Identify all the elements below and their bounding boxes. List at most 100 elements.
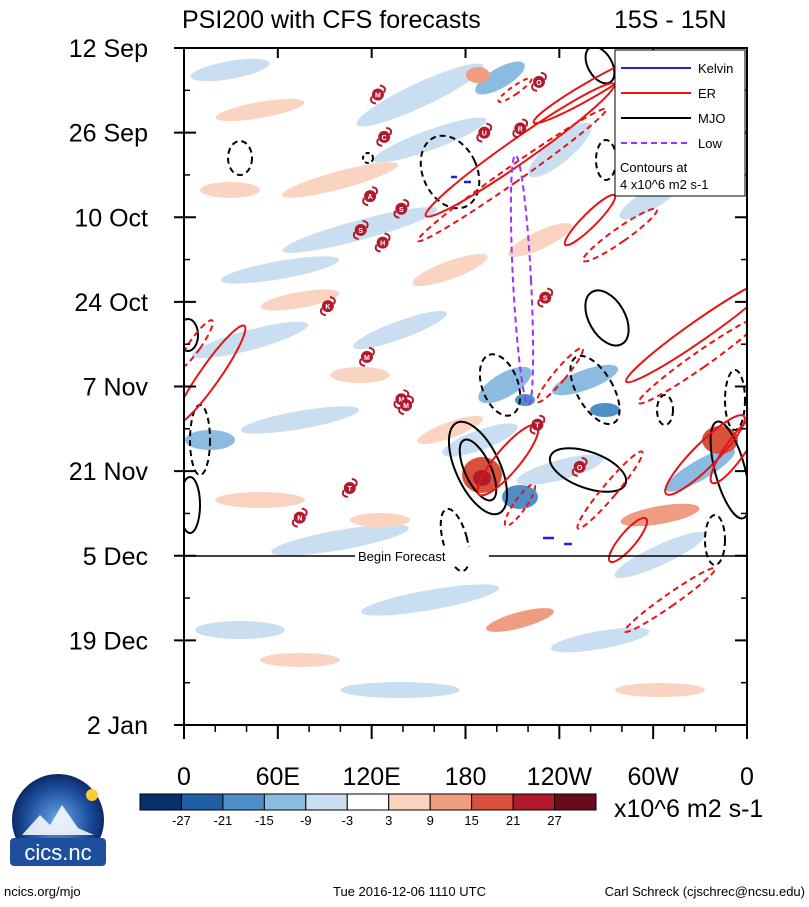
colorbar-level-label: -21 (214, 813, 233, 828)
contour (184, 324, 247, 426)
storm-letter: T (348, 486, 353, 493)
colorbar-swatch (305, 793, 348, 811)
footer-url: ncics.org/mjo (4, 884, 81, 899)
legend-label-er: ER (698, 86, 716, 101)
contour (664, 414, 746, 496)
blob (215, 492, 305, 508)
storm-arm (537, 299, 544, 308)
contour (184, 319, 214, 371)
storm-letter: K (325, 304, 330, 311)
storm-letter: S (358, 228, 363, 235)
colorbar-level-label: 27 (547, 813, 561, 828)
storm-icon (371, 88, 384, 101)
contour (419, 134, 481, 210)
storm-letter: H (380, 241, 385, 248)
storm-arm (371, 186, 378, 195)
storm-marker: U (476, 122, 493, 143)
contour (184, 318, 199, 352)
blob (215, 98, 305, 122)
storm-letter: N (297, 516, 302, 523)
storm-marker: A (362, 186, 378, 207)
storm-letter: R (518, 126, 523, 133)
colorbar-swatch (554, 793, 597, 811)
blob (260, 653, 340, 667)
storm-arm (581, 456, 588, 466)
colorbar-swatch (512, 793, 556, 811)
storm-marker: T (529, 414, 546, 435)
contour (416, 107, 608, 243)
blob (361, 584, 499, 616)
storm-letter: U (482, 131, 487, 138)
blob (590, 403, 620, 417)
logo-banner (10, 838, 106, 866)
storm-arm (291, 519, 298, 528)
y-tick-label: 21 Nov (69, 458, 149, 486)
storm-letter: O (577, 465, 583, 472)
blob (373, 117, 487, 163)
storm-letter: M (364, 355, 370, 362)
kelvin-contours (451, 175, 572, 546)
blob (615, 683, 705, 697)
storm-letter: M (375, 93, 381, 100)
blob (466, 67, 490, 83)
blob (191, 321, 309, 359)
colorbar-swatch (263, 793, 307, 811)
storm-arm (571, 468, 578, 477)
storm-arm (393, 210, 400, 219)
colorbar-swatch (222, 793, 265, 811)
legend-box (614, 49, 746, 197)
storm-icon (395, 202, 408, 215)
storm-marker: S (352, 219, 369, 240)
x-tick-label: 0 (177, 763, 191, 791)
storm-arm (320, 307, 327, 317)
y-tick-label: 10 Oct (74, 204, 148, 232)
contour (581, 207, 659, 263)
blob (442, 423, 518, 457)
colorbar-units: x10^6 m2 s-1 (614, 795, 763, 823)
storm-marker: H (374, 232, 391, 253)
storm-arm (486, 122, 493, 132)
storm-icon (573, 460, 586, 473)
storm-arm (540, 71, 547, 81)
chart-title: PSI200 with CFS forecasts (182, 6, 481, 34)
storm-arm (351, 478, 358, 487)
y-tick-label: 5 Dec (83, 543, 148, 571)
contour (362, 152, 374, 164)
storm-marker: C (376, 126, 393, 147)
blob (352, 310, 448, 350)
storm-icon (293, 511, 306, 524)
storm-arm (341, 489, 348, 499)
colorbar-level-label: -27 (172, 813, 191, 828)
contour (709, 420, 747, 520)
storm-letter: O (536, 80, 542, 87)
blob (281, 162, 399, 198)
storm-arm (376, 138, 383, 147)
x-axis: 0 60E 120E 180 120W 60W 0 (177, 48, 754, 791)
storm-arm (368, 346, 375, 356)
logo-mountains-icon (22, 805, 94, 835)
blob (195, 621, 285, 639)
storm-icon (376, 236, 389, 249)
blob (486, 608, 554, 632)
blob (220, 256, 340, 284)
y-tick-label: 12 Sep (69, 35, 148, 63)
storm-marker: O (571, 456, 588, 477)
forecast-label-bg (355, 547, 489, 564)
contour (724, 369, 746, 431)
storm-icon (364, 190, 377, 203)
y-tick-label: 7 Nov (83, 374, 149, 402)
positive-anomaly-patches (200, 67, 738, 697)
y-tick-label: 24 Oct (74, 289, 148, 317)
colorbar-swatch (388, 793, 431, 811)
contour (569, 354, 621, 426)
storm-marker: M (359, 346, 375, 367)
contour (536, 346, 584, 404)
blob (614, 532, 706, 578)
contour (576, 450, 644, 530)
logo-text: cics.nc (24, 840, 91, 865)
storm-icon (378, 130, 391, 143)
storm-marker: S (537, 287, 554, 308)
storm-arm (529, 426, 536, 435)
